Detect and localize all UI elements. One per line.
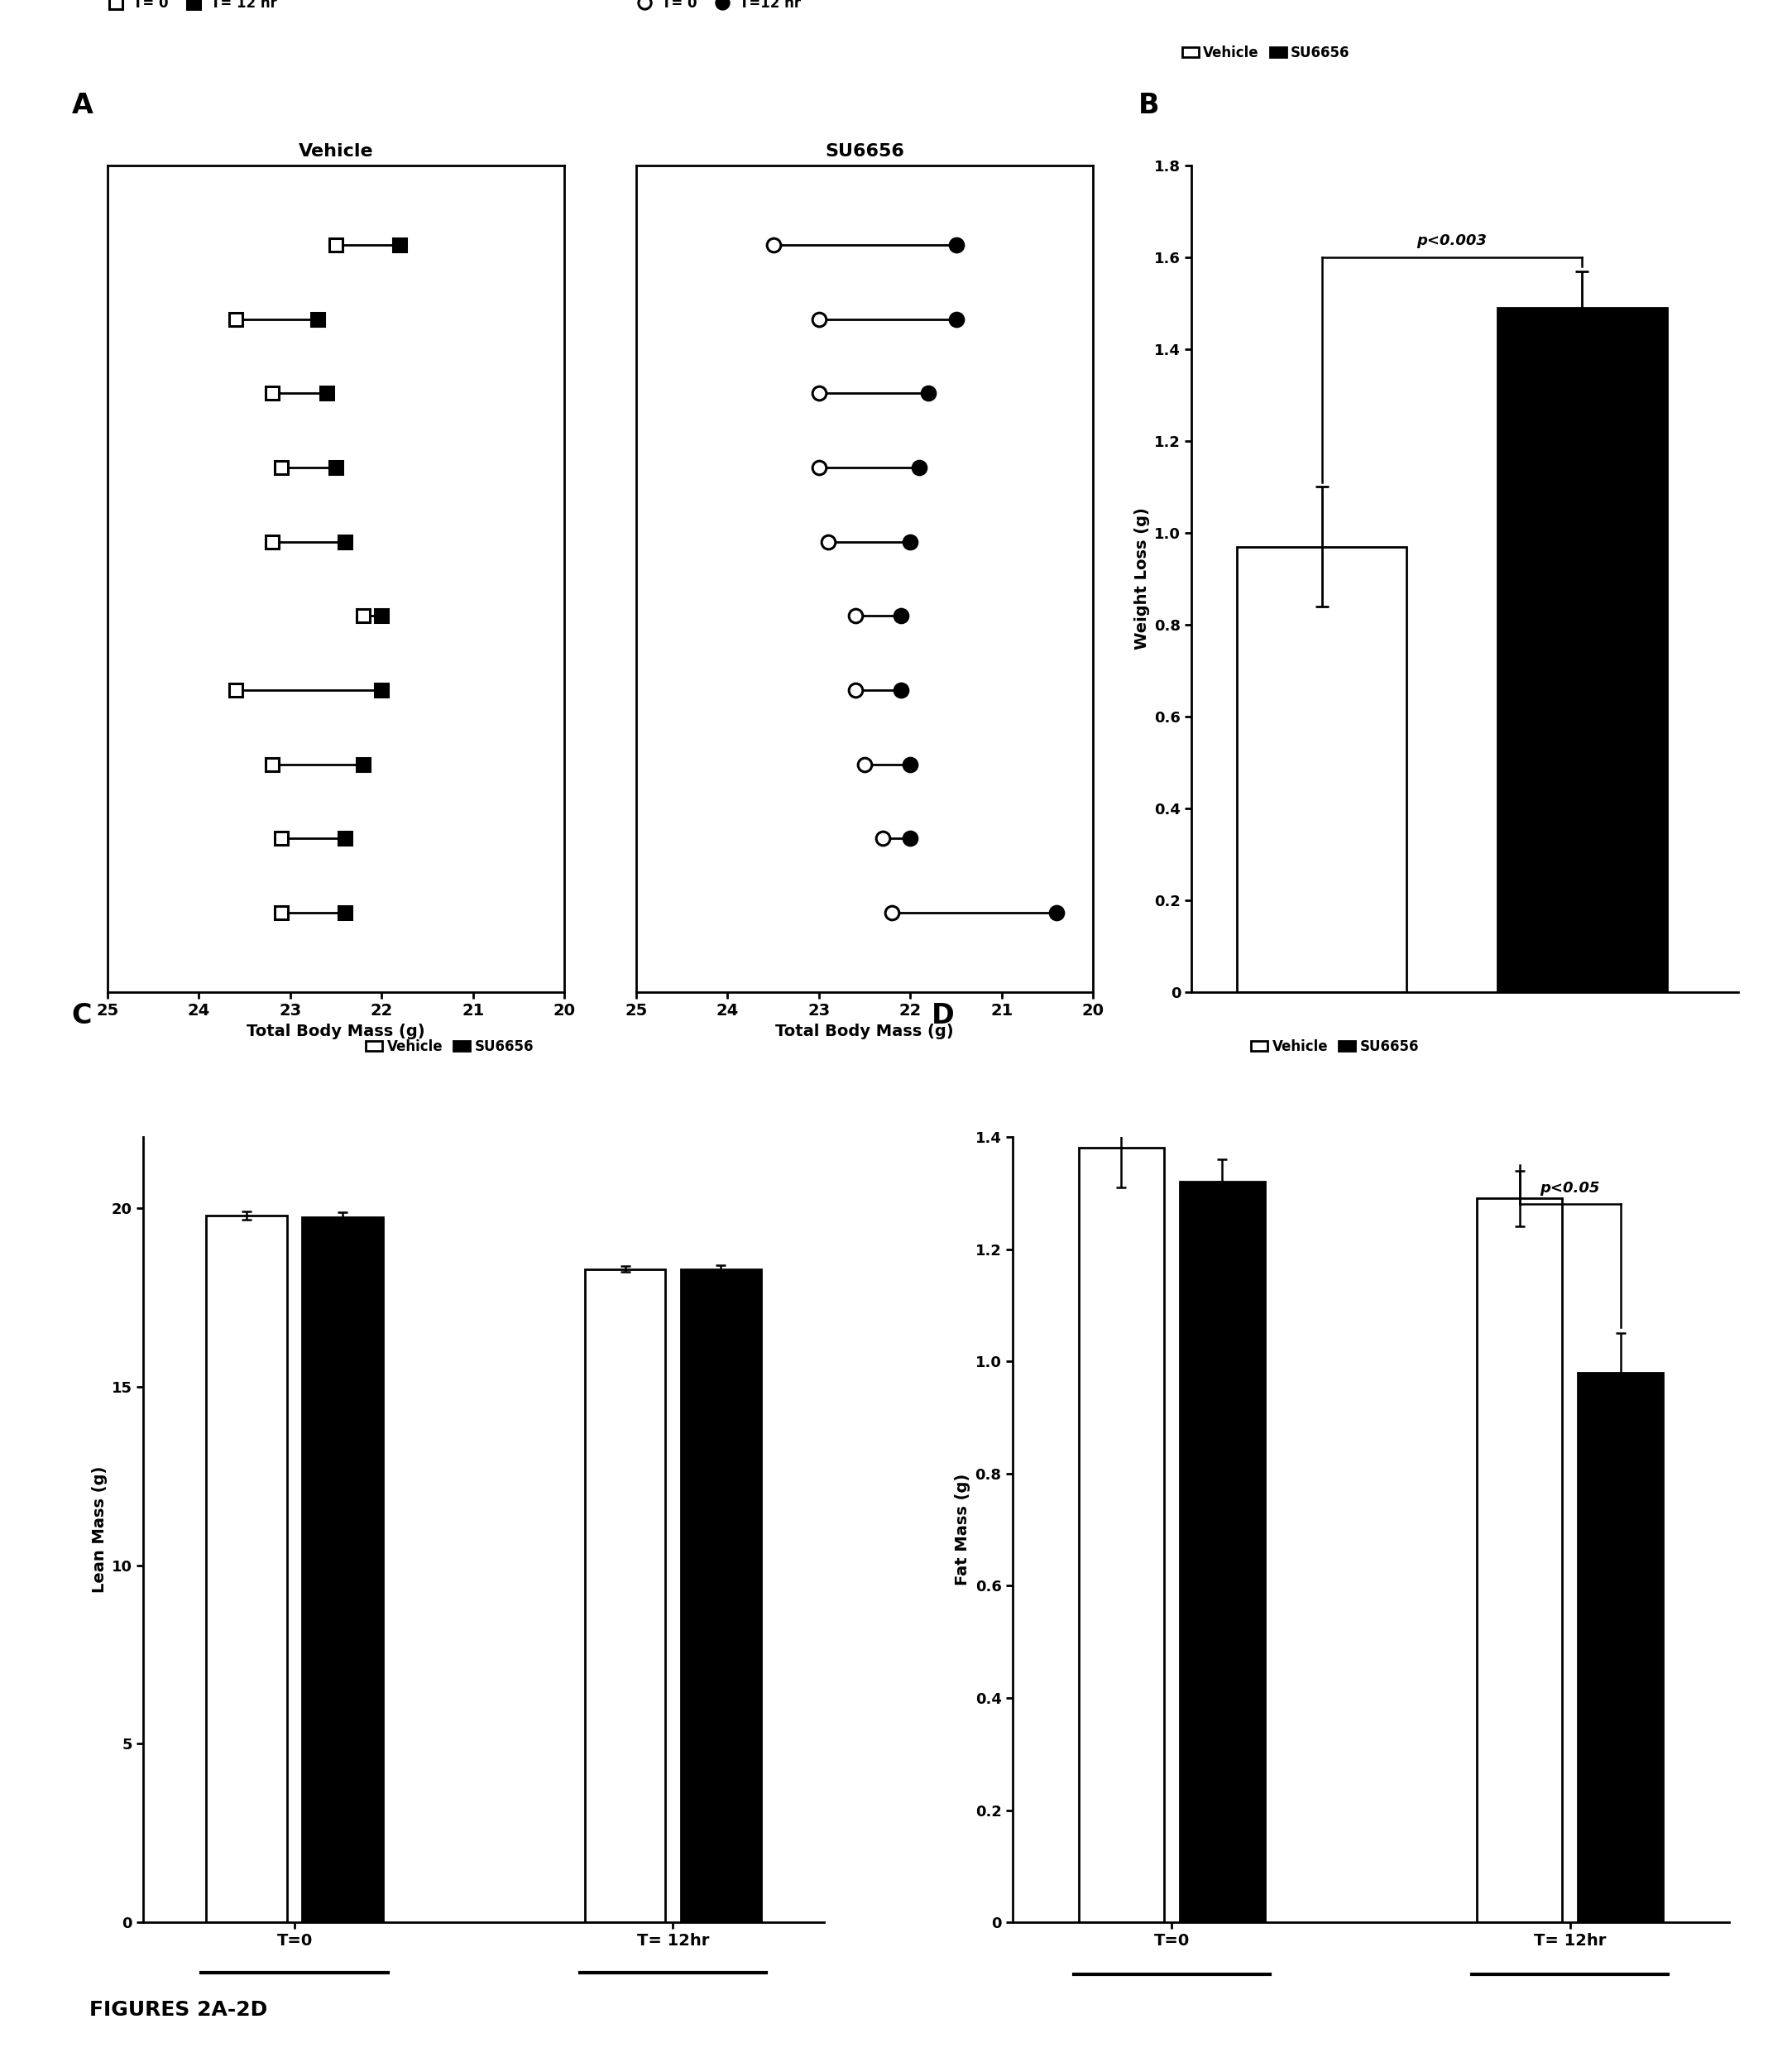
Text: D: D [932, 1002, 955, 1029]
Text: A: A [72, 93, 93, 120]
Text: p<0.003: p<0.003 [1417, 234, 1487, 248]
Legend: Vehicle, SU6656: Vehicle, SU6656 [1245, 1034, 1425, 1060]
Bar [1236, 546, 1407, 992]
Bar [303, 1217, 383, 1922]
Text: B: B [1138, 93, 1159, 120]
Bar [584, 1269, 665, 1922]
X-axis label: Total Body Mass (g): Total Body Mass (g) [247, 1023, 425, 1040]
Y-axis label: Fat Mass (g): Fat Mass (g) [955, 1474, 971, 1585]
Y-axis label: Lean Mass (g): Lean Mass (g) [91, 1466, 108, 1594]
Bar [681, 1269, 762, 1922]
Legend: T= 0, T= 12 hr: T= 0, T= 12 hr [97, 0, 283, 17]
Y-axis label: Weight Loss (g): Weight Loss (g) [1134, 508, 1150, 649]
Title: Vehicle: Vehicle [299, 143, 373, 159]
Text: FIGURES 2A-2D: FIGURES 2A-2D [90, 1999, 267, 2019]
Bar [1477, 1199, 1563, 1922]
Bar [1579, 1372, 1663, 1922]
Bar [1498, 308, 1667, 992]
Title: SU6656: SU6656 [824, 143, 905, 159]
Legend: T= 0, T=12 hr: T= 0, T=12 hr [625, 0, 806, 17]
X-axis label: Total Body Mass (g): Total Body Mass (g) [776, 1023, 953, 1040]
Bar [1179, 1182, 1265, 1922]
Bar [206, 1215, 287, 1922]
Text: C: C [72, 1002, 91, 1029]
Text: p<0.05: p<0.05 [1539, 1180, 1600, 1195]
Legend: Vehicle, SU6656: Vehicle, SU6656 [360, 1034, 539, 1060]
Legend: Vehicle, SU6656: Vehicle, SU6656 [1177, 39, 1355, 66]
Bar [1079, 1147, 1163, 1922]
